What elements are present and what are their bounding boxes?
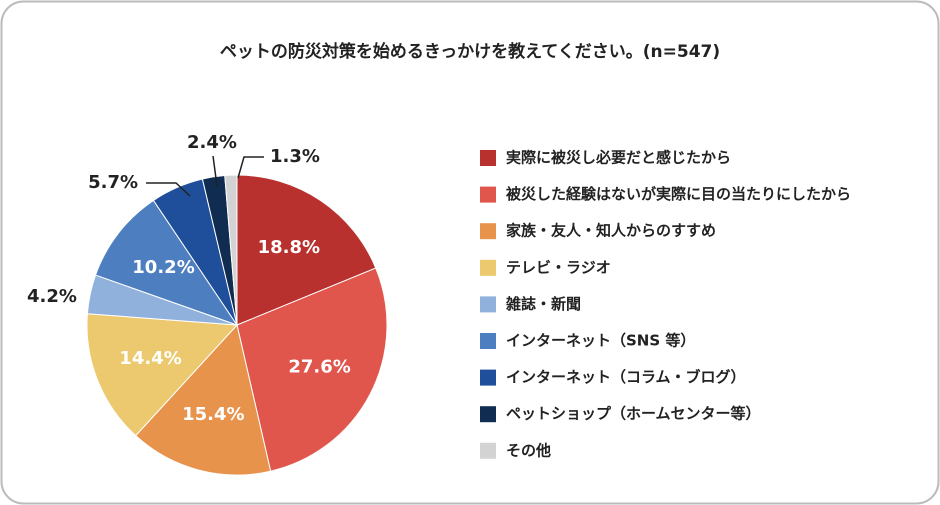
- legend-swatch: [480, 406, 496, 423]
- legend-label: 被災した経験はないが実際に目の当たりにしたから: [506, 185, 851, 203]
- data-label: 1.3%: [270, 146, 320, 167]
- legend-label: ペットショップ（ホームセンター等）: [506, 405, 761, 423]
- data-label: 14.4%: [119, 348, 181, 369]
- leader-line: [237, 156, 264, 179]
- legend-label: 実際に被災し必要だと感じたから: [506, 149, 731, 167]
- data-label: 27.6%: [288, 357, 350, 378]
- legend-swatch: [480, 150, 496, 166]
- legend-swatch: [480, 333, 496, 349]
- data-label: 10.2%: [132, 257, 194, 278]
- data-label: 5.7%: [88, 172, 138, 193]
- legend-label: インターネット（コラム・ブログ）: [506, 368, 746, 386]
- pie-slice: [224, 174, 238, 326]
- leader-line: [212, 155, 218, 187]
- legend-swatch: [480, 442, 496, 459]
- pie-slice: [236, 267, 388, 472]
- legend-label: 雑誌・新聞: [505, 295, 581, 313]
- data-label: 15.4%: [182, 404, 244, 425]
- pie-slice: [86, 313, 239, 437]
- legend-swatch: [480, 186, 496, 203]
- data-label: 2.4%: [187, 132, 237, 153]
- legend-swatch: [480, 223, 496, 240]
- legend-label: 家族・友人・知人からのすすめ: [506, 222, 716, 240]
- data-label: 4.2%: [27, 286, 77, 307]
- pie-slice: [94, 199, 239, 326]
- pie-slice: [236, 174, 377, 326]
- legend-swatch: [480, 369, 496, 386]
- legend-swatch: [480, 296, 496, 313]
- legend-label: テレビ・ラジオ: [506, 258, 611, 276]
- legend-swatch: [480, 259, 496, 276]
- legend-label: インターネット（SNS 等）: [506, 332, 695, 350]
- legend-label: その他: [506, 441, 551, 459]
- pie-slice: [134, 323, 272, 476]
- chart-title: ペットの防災対策を始めるきっかけを教えてください。(n=547): [220, 41, 720, 62]
- data-label: 18.8%: [258, 237, 320, 258]
- leader-line: [146, 182, 191, 197]
